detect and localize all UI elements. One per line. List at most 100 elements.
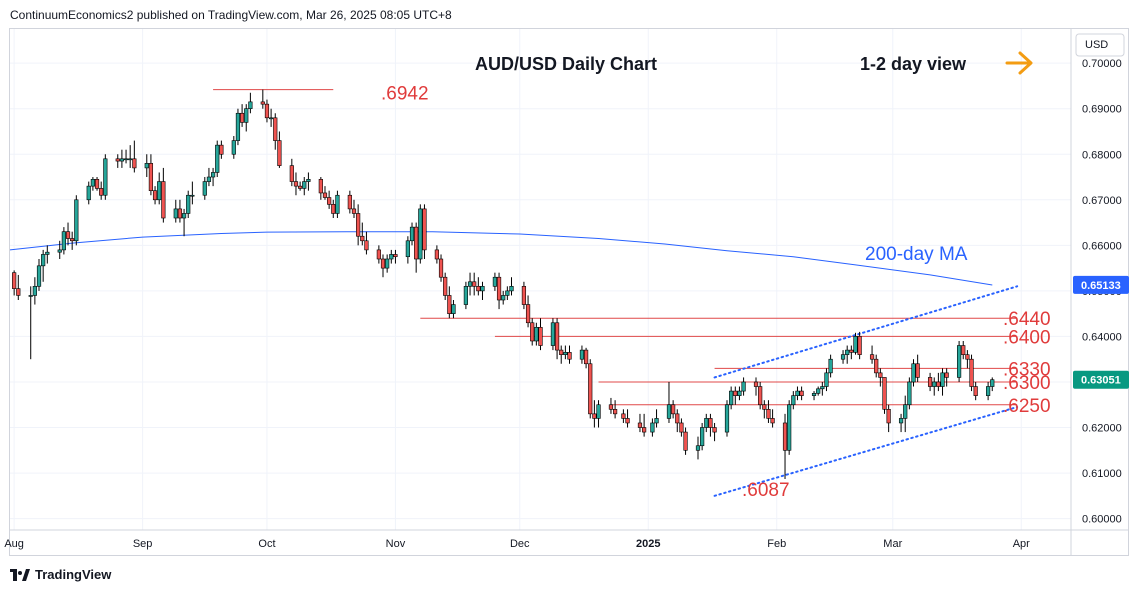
candle-body [215,144,220,173]
price-tick-label: 0.60000 [1082,514,1122,526]
candle [210,167,216,187]
candle-body [61,231,66,251]
candle-body [302,181,307,189]
candle-body [795,390,800,396]
view-label: 1-2 day view [860,54,967,74]
candle-body [260,101,265,105]
candle [496,272,502,310]
candle-body [898,418,904,424]
candles [12,89,995,479]
candle-body [563,352,568,355]
candle [567,345,572,364]
candle-body [480,286,485,292]
candle-body [115,158,120,162]
candle-body [986,386,991,396]
candle [936,372,941,392]
candle-body [695,445,701,451]
candle-body [248,101,253,110]
candle-body [799,390,804,396]
candle [845,345,850,364]
candle [791,391,796,410]
candle-body [509,286,514,292]
candle-body [206,176,212,182]
candle-body [161,181,166,219]
candle-body [364,240,369,251]
candle-body [990,379,995,387]
candle-body [496,276,502,301]
candle [41,249,46,282]
time-axis: Aug Sep Oct Nov Dec 2025 Feb Mar Apr [4,529,1128,550]
candle-body [190,194,195,197]
candle-body [824,372,829,387]
candle [666,381,672,423]
candle-body [675,413,680,424]
ma-label: 200-day MA [865,244,968,265]
candle [409,222,415,246]
candle-body [650,422,655,433]
candle-body [123,158,129,161]
candle [828,354,833,378]
candle [467,272,473,296]
candle-body [869,354,875,360]
candle-body [554,322,560,351]
candle [231,136,236,159]
candle-body [447,295,452,314]
candle-body [434,249,439,260]
candle [45,245,50,264]
candle-body [45,251,50,255]
candle-body [376,249,381,260]
candle [940,368,945,396]
candle [260,89,265,109]
candle-body [729,390,734,406]
candle-body [666,404,672,419]
current-price-tag-label: 0.63051 [1081,375,1121,387]
candle [840,350,846,364]
candle [248,92,253,114]
price-tick-label: 0.66000 [1082,240,1122,252]
candle [530,318,535,346]
candle [173,199,178,223]
candle [235,108,241,146]
candle [327,190,332,209]
candle [472,272,477,296]
candle [376,245,381,264]
level-lines [213,89,1018,406]
tradingview-footer[interactable]: TradingView [10,567,111,582]
candle [393,249,398,264]
candle [927,372,933,392]
candle-body [741,381,746,392]
candle-body [463,286,468,305]
candle [654,409,659,428]
candle [816,386,821,396]
candle [318,177,323,200]
annotation-labels: .6942 .6440.6400 .6330.6300.6250 .6087 AUD/U… [381,51,1051,501]
candle-body [356,213,361,237]
candle [152,186,158,205]
candle-body [393,254,398,258]
candle [704,413,709,433]
candle [986,381,991,401]
candle [853,332,858,355]
time-tick-label: Feb [767,538,786,550]
time-tick-label: Nov [386,538,406,550]
time-tick-label: Apr [1013,538,1030,550]
candle [671,400,676,419]
candle [621,409,626,423]
ma-price-tag [1073,275,1129,294]
candle [501,290,506,305]
candle-body [944,372,949,378]
candle-body [592,413,597,419]
candle-body [360,235,365,242]
candle [351,199,357,219]
candle [525,295,531,328]
candle [148,154,154,196]
candle [385,254,390,273]
grid [10,29,1071,530]
candle [683,427,688,455]
candle-body [472,281,477,287]
candle-body [177,208,183,219]
candle-body [335,194,340,214]
candle [451,299,456,319]
time-tick-label: Mar [883,538,902,550]
